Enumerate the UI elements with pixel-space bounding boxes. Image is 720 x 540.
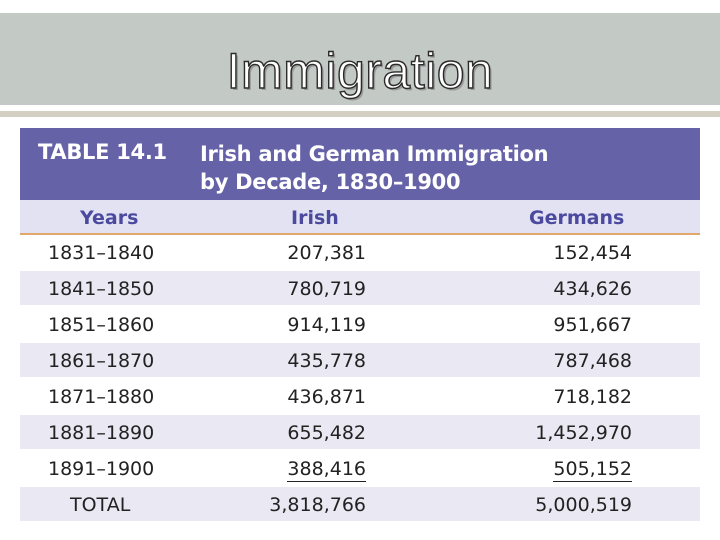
table-header: TABLE 14.1 Irish and German Immigration … xyxy=(20,128,700,200)
table-title-line1: Irish and German Immigration xyxy=(200,142,549,166)
cell-years: 1891–1900 xyxy=(48,458,155,480)
title-divider xyxy=(0,111,720,117)
slide-title: Immigration xyxy=(226,42,494,99)
cell-years: 1861–1870 xyxy=(48,350,155,372)
cell-irish: 388,416 xyxy=(266,458,366,482)
cell-irish-value: 388,416 xyxy=(287,458,366,482)
table-label: TABLE 14.1 xyxy=(38,140,167,164)
cell-years: 1841–1850 xyxy=(48,278,155,300)
immigration-table: TABLE 14.1 Irish and German Immigration … xyxy=(20,128,700,522)
cell-years: 1871–1880 xyxy=(48,386,155,408)
column-header-years: Years xyxy=(80,207,139,229)
table-row: 1861–1870 435,778 787,468 xyxy=(20,343,700,377)
table-title-line2: by Decade, 1830–1900 xyxy=(200,170,461,194)
table-row: 1891–1900 388,416 505,152 xyxy=(20,451,700,485)
cell-irish: 914,119 xyxy=(287,314,366,336)
table-row: 1871–1880 436,871 718,182 xyxy=(20,379,700,413)
table-row: 1851–1860 914,119 951,667 xyxy=(20,307,700,341)
cell-irish: 780,719 xyxy=(287,278,366,300)
cell-irish: 207,381 xyxy=(287,242,366,264)
table-row: 1831–1840 207,381 152,454 xyxy=(20,235,700,269)
slide-title-bar: Immigration xyxy=(0,13,720,105)
cell-years: 1881–1890 xyxy=(48,422,155,444)
column-headers: Years Irish Germans xyxy=(20,200,700,235)
cell-germans: 152,454 xyxy=(553,242,632,264)
table-total-row: TOTAL 3,818,766 5,000,519 xyxy=(20,487,700,521)
cell-total-irish: 3,818,766 xyxy=(269,494,366,516)
cell-irish: 435,778 xyxy=(287,350,366,372)
table-row: 1881–1890 655,482 1,452,970 xyxy=(20,415,700,449)
cell-germans: 505,152 xyxy=(510,458,632,482)
cell-germans: 434,626 xyxy=(553,278,632,300)
cell-irish: 655,482 xyxy=(287,422,366,444)
column-header-irish: Irish xyxy=(291,207,339,229)
cell-germans-value: 505,152 xyxy=(553,458,632,482)
cell-germans: 951,667 xyxy=(553,314,632,336)
cell-years: 1831–1840 xyxy=(48,242,155,264)
cell-years: 1851–1860 xyxy=(48,314,155,336)
table-title: Irish and German Immigration by Decade, … xyxy=(200,140,549,196)
column-header-germans: Germans xyxy=(529,207,625,229)
cell-irish: 436,871 xyxy=(287,386,366,408)
cell-total-germans: 5,000,519 xyxy=(535,494,632,516)
cell-total-label: TOTAL xyxy=(70,494,131,516)
table-row: 1841–1850 780,719 434,626 xyxy=(20,271,700,305)
cell-germans: 1,452,970 xyxy=(535,422,632,444)
cell-germans: 718,182 xyxy=(553,386,632,408)
cell-germans: 787,468 xyxy=(553,350,632,372)
